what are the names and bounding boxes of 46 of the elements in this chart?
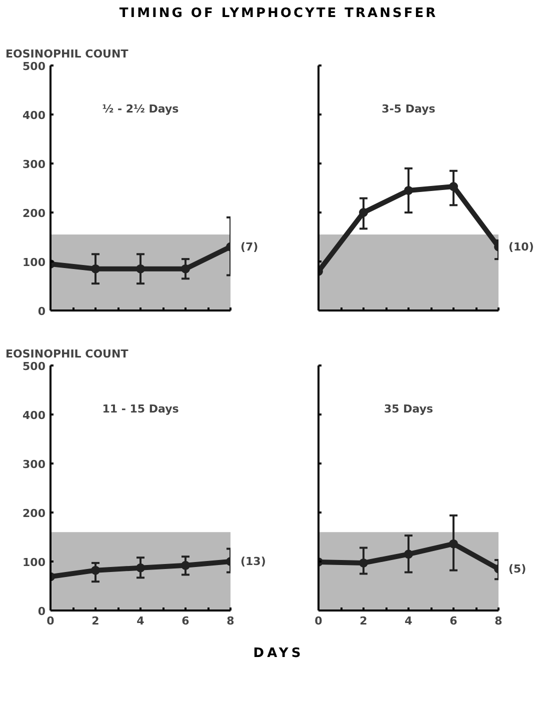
x-tick-label: 0 — [46, 614, 55, 628]
y-tick-label: 300 — [22, 158, 46, 171]
y-tick-label: 400 — [22, 409, 46, 422]
point — [181, 560, 190, 570]
text: (5) — [508, 562, 526, 576]
text: ½ - 2½ Days — [102, 102, 180, 116]
x-tick-label: 4 — [136, 614, 145, 628]
point — [181, 264, 190, 274]
text: 11 - 15 Days — [102, 402, 180, 416]
y-tick-label: 200 — [22, 507, 46, 520]
x-tick-label: 2 — [360, 614, 368, 628]
point — [91, 566, 100, 575]
point — [449, 539, 458, 548]
point — [136, 563, 145, 572]
y-axis-title: EOSINOPHIL COUNT — [6, 48, 129, 60]
text: TIMING OF LYMPHOCYTE TRANSFER — [119, 5, 438, 23]
x-tick-label: 2 — [92, 614, 100, 628]
y-tick-label: 200 — [22, 207, 46, 220]
text: (13) — [240, 555, 266, 568]
point — [404, 186, 413, 195]
y-tick-label: 100 — [22, 556, 46, 569]
y-tick-label: 0 — [38, 605, 46, 618]
y-tick-label: 400 — [22, 109, 46, 122]
point — [449, 182, 458, 192]
text: (10) — [508, 240, 534, 254]
text: 35 Days — [384, 402, 434, 416]
y-tick-label: 500 — [22, 360, 46, 373]
text: (7) — [240, 240, 258, 254]
x-axis-title: DAYS — [253, 645, 304, 663]
point — [359, 558, 368, 568]
point — [91, 264, 100, 274]
x-tick-label: 8 — [226, 614, 234, 628]
text: 3-5 Days — [382, 102, 436, 116]
y-tick-label: 500 — [22, 60, 46, 73]
y-tick-label: 100 — [22, 256, 46, 269]
y-tick-label: 0 — [38, 305, 46, 318]
point — [136, 264, 145, 274]
point — [359, 208, 368, 217]
point — [404, 550, 413, 559]
x-tick-label: 6 — [450, 614, 458, 628]
y-tick-label: 300 — [22, 458, 46, 471]
x-tick-label: 4 — [404, 614, 413, 628]
y-axis-title: EOSINOPHIL COUNT — [6, 348, 129, 360]
x-tick-label: 8 — [494, 614, 502, 628]
x-tick-label: 6 — [182, 614, 190, 628]
x-tick-label: 0 — [314, 614, 323, 628]
